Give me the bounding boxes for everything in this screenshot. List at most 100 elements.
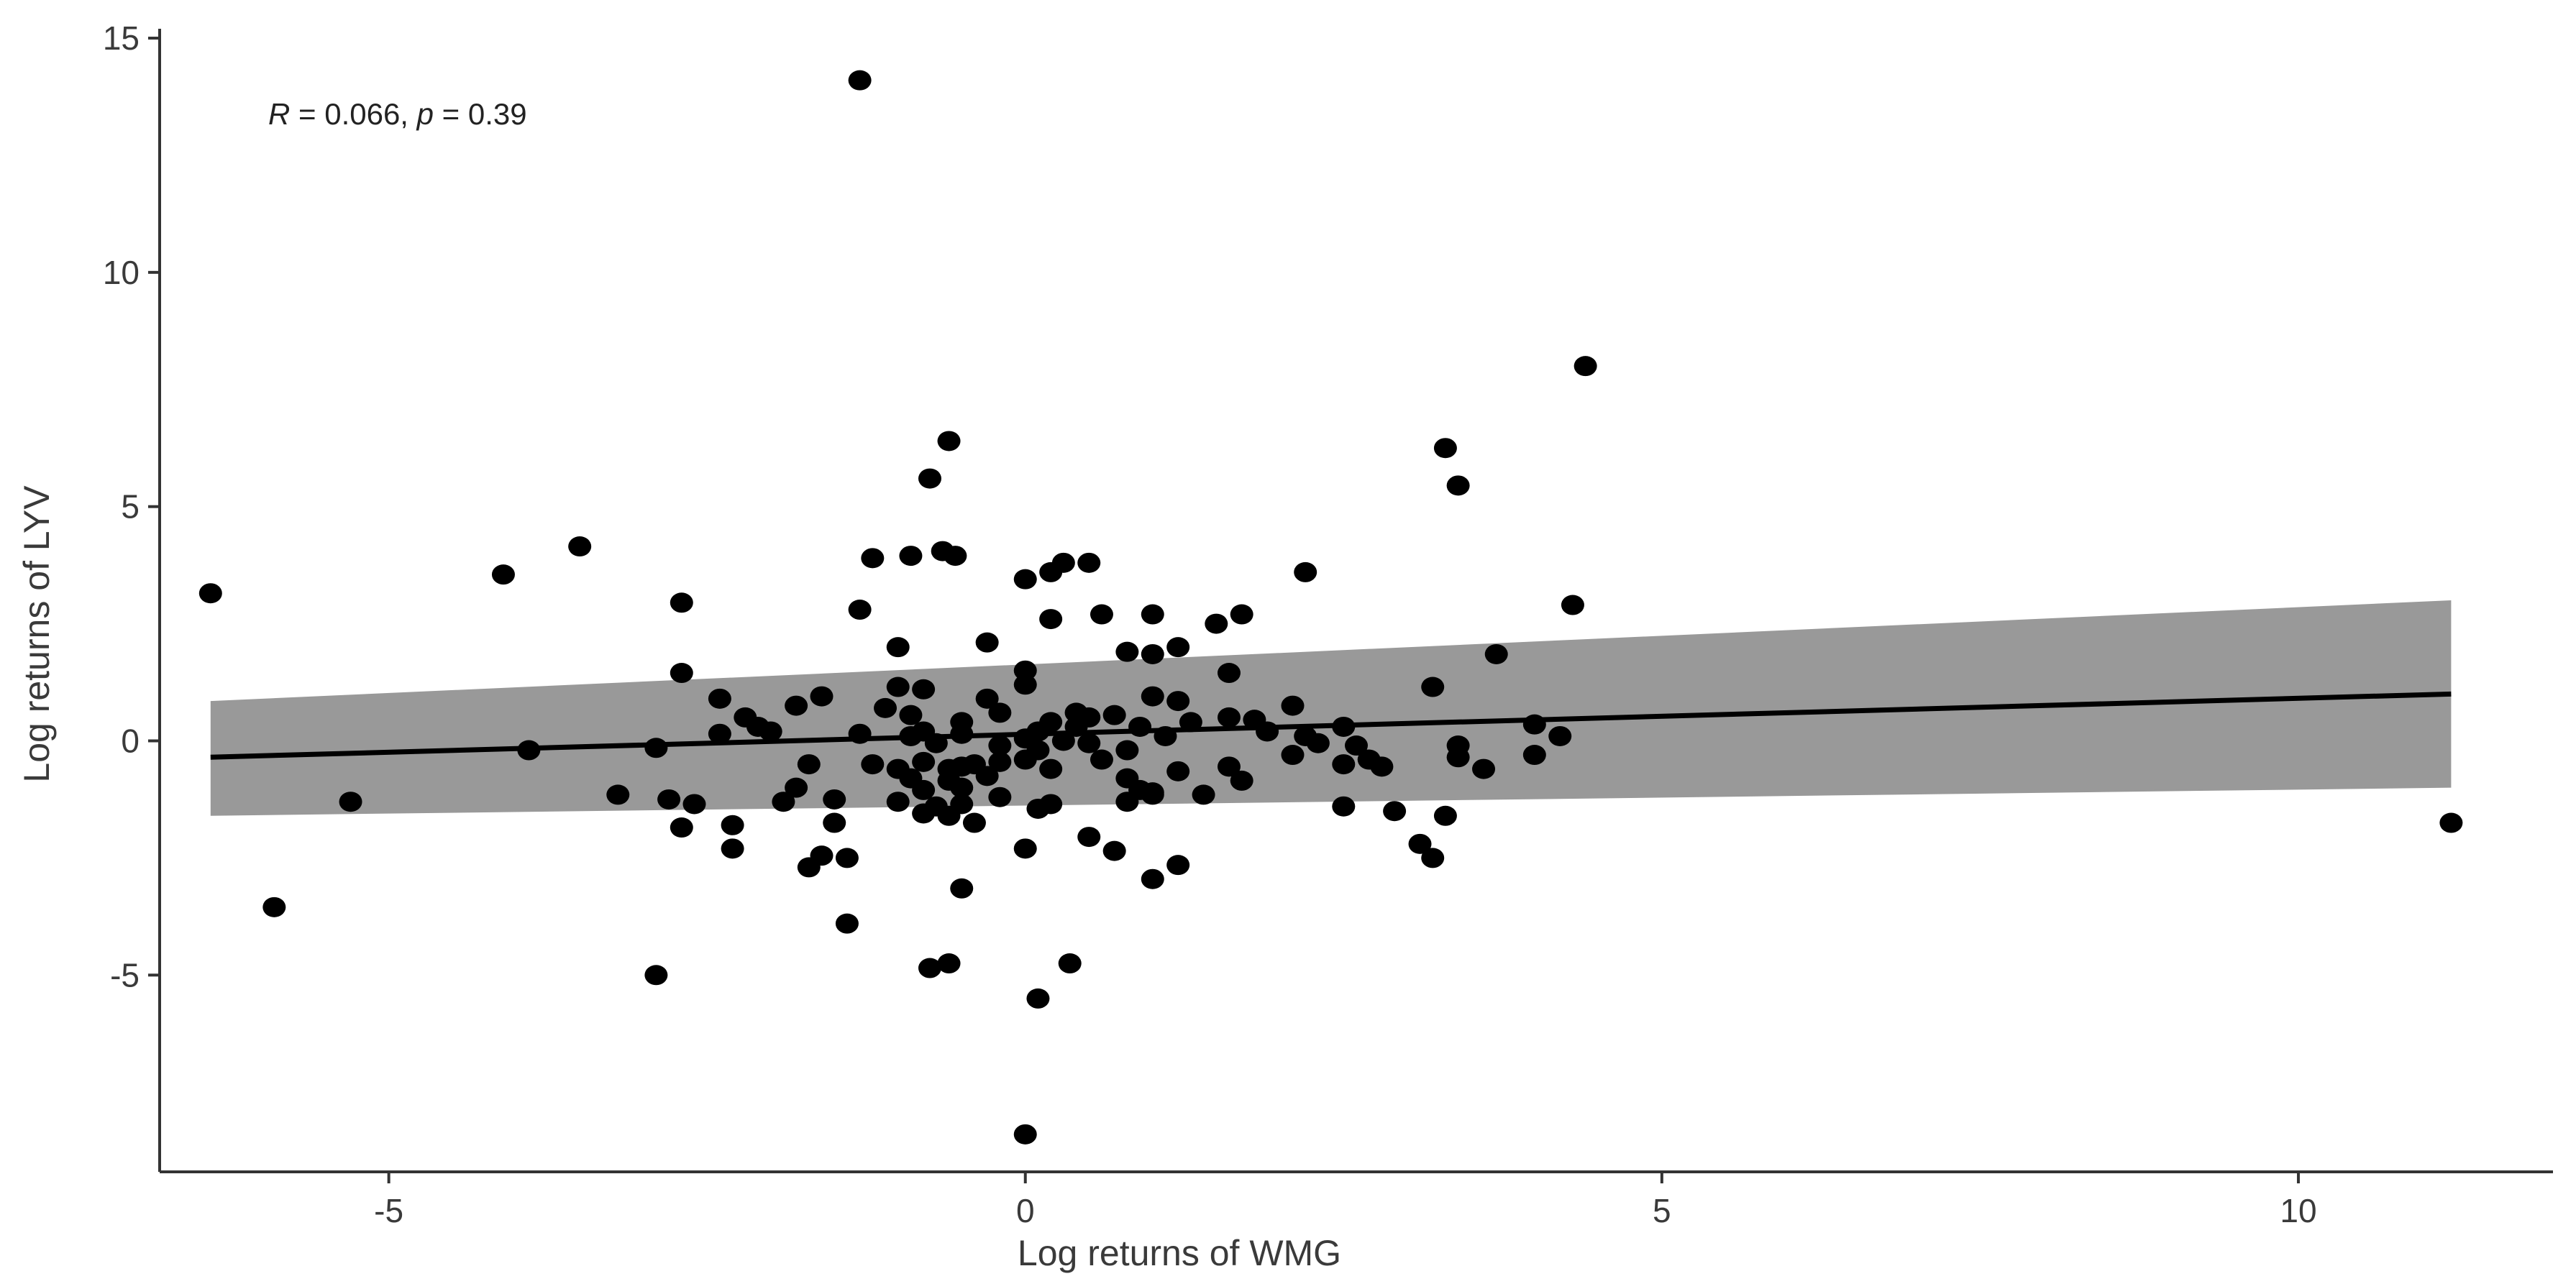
data-point bbox=[1039, 561, 1063, 582]
data-point bbox=[899, 546, 923, 567]
data-point bbox=[975, 766, 999, 787]
data-point bbox=[1522, 745, 1546, 766]
data-point bbox=[1013, 838, 1037, 859]
data-point bbox=[1281, 745, 1305, 766]
data-point bbox=[1115, 740, 1139, 761]
data-point bbox=[1141, 686, 1164, 707]
regression-line bbox=[210, 691, 2452, 760]
data-point bbox=[861, 548, 885, 569]
data-point bbox=[937, 431, 961, 451]
data-point bbox=[797, 857, 821, 878]
annotation-text: R = 0.066, p = 0.39 bbox=[268, 97, 527, 131]
data-point bbox=[606, 784, 630, 805]
y-tick-label: 5 bbox=[121, 488, 140, 526]
data-point bbox=[262, 896, 286, 917]
data-point bbox=[708, 688, 731, 709]
confidence-band bbox=[210, 600, 2452, 816]
data-point bbox=[1446, 747, 1470, 768]
data-point bbox=[988, 702, 1012, 723]
data-point bbox=[988, 787, 1012, 807]
r-value: = 0.066, bbox=[290, 97, 416, 131]
data-point bbox=[1433, 805, 1457, 826]
data-point bbox=[912, 679, 936, 700]
data-point bbox=[962, 812, 986, 833]
data-point bbox=[1077, 552, 1101, 573]
data-point bbox=[1039, 609, 1063, 630]
data-point bbox=[785, 695, 808, 716]
data-point bbox=[1217, 707, 1241, 728]
data-point bbox=[912, 751, 936, 772]
data-point bbox=[1115, 641, 1139, 662]
data-point bbox=[1013, 749, 1037, 770]
data-point bbox=[950, 878, 974, 899]
data-point bbox=[1128, 716, 1152, 737]
data-point bbox=[975, 632, 999, 653]
data-point bbox=[670, 817, 693, 838]
data-point bbox=[721, 815, 744, 835]
data-point bbox=[1090, 604, 1113, 625]
data-point bbox=[1013, 660, 1037, 681]
x-tick-label: 10 bbox=[2280, 1192, 2316, 1229]
data-points bbox=[198, 70, 2463, 1145]
data-point bbox=[835, 848, 859, 868]
data-point bbox=[1013, 1124, 1037, 1145]
data-point bbox=[1166, 761, 1190, 781]
x-axis-title: Log returns of WMG bbox=[1018, 1233, 1341, 1273]
data-point bbox=[1090, 749, 1113, 770]
data-point bbox=[2439, 812, 2463, 833]
data-point bbox=[1256, 721, 1279, 742]
data-point bbox=[823, 789, 846, 810]
data-point bbox=[918, 958, 941, 978]
data-point bbox=[899, 705, 923, 725]
data-point bbox=[1332, 754, 1356, 775]
data-point bbox=[1345, 735, 1368, 756]
data-point bbox=[1294, 561, 1317, 582]
data-point bbox=[937, 953, 961, 974]
data-point bbox=[1433, 438, 1457, 459]
data-point bbox=[785, 777, 808, 798]
data-point bbox=[772, 792, 795, 812]
data-point bbox=[975, 688, 999, 709]
data-point bbox=[918, 468, 941, 489]
data-point bbox=[835, 913, 859, 934]
data-point bbox=[1472, 758, 1496, 779]
data-point bbox=[1484, 643, 1508, 664]
data-point bbox=[1217, 756, 1241, 777]
data-point bbox=[1166, 855, 1190, 876]
data-point bbox=[1421, 848, 1445, 868]
y-tick-label: 0 bbox=[121, 722, 140, 759]
data-point bbox=[1192, 784, 1215, 805]
data-point bbox=[886, 637, 910, 658]
data-point bbox=[1332, 796, 1356, 817]
data-point bbox=[1141, 604, 1164, 625]
data-point bbox=[721, 838, 744, 859]
data-point bbox=[950, 777, 974, 798]
data-point bbox=[1077, 733, 1101, 753]
x-ticks: -5 0 5 10 bbox=[374, 1172, 2317, 1229]
data-point bbox=[670, 663, 693, 684]
data-point bbox=[1115, 792, 1139, 812]
data-point bbox=[1141, 643, 1164, 664]
data-point bbox=[1166, 637, 1190, 658]
data-point bbox=[1548, 725, 1572, 746]
data-point bbox=[886, 677, 910, 697]
data-point bbox=[1230, 604, 1253, 625]
data-point bbox=[944, 546, 967, 567]
x-tick-label: 0 bbox=[1016, 1192, 1035, 1229]
data-point bbox=[1141, 784, 1164, 805]
data-point bbox=[1102, 840, 1126, 861]
data-point bbox=[568, 536, 592, 557]
data-point bbox=[759, 721, 782, 742]
data-point bbox=[1026, 988, 1050, 1009]
data-point bbox=[1217, 663, 1241, 684]
data-point bbox=[1383, 801, 1407, 822]
data-point bbox=[1077, 827, 1101, 848]
data-point bbox=[708, 723, 731, 744]
data-point bbox=[1561, 595, 1584, 615]
data-point bbox=[1141, 868, 1164, 889]
data-point bbox=[848, 600, 872, 620]
data-point bbox=[1013, 569, 1037, 590]
data-point bbox=[1039, 794, 1063, 815]
y-axis-title: Log returns of LYV bbox=[17, 485, 57, 783]
